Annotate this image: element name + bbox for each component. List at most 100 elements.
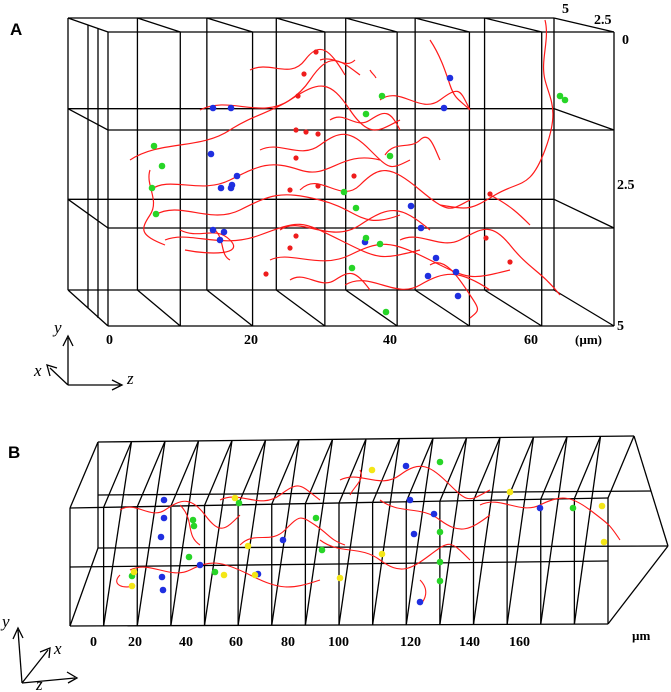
grid-line — [439, 437, 468, 502]
grid-line — [573, 436, 602, 625]
panel-b-z-tick: 60 — [229, 635, 243, 650]
panel-a-x-tick: 2.5 — [594, 13, 612, 28]
fiber — [349, 469, 362, 496]
node-yellow — [251, 571, 259, 579]
fiber — [344, 273, 491, 291]
node-green — [556, 92, 564, 100]
fiber — [289, 272, 371, 291]
fiber — [259, 133, 411, 168]
fiber — [279, 210, 431, 233]
grid-line — [345, 289, 398, 327]
grid-line — [206, 289, 253, 327]
panel-b-z-tick: 20 — [128, 635, 142, 650]
node-blue — [417, 224, 425, 232]
node-green — [185, 553, 193, 561]
panel-a-axis-z-letter: z — [126, 369, 134, 388]
panel-b-axis-y-letter: y — [0, 612, 10, 631]
fiber — [489, 194, 531, 226]
node-red — [293, 155, 299, 161]
node-blue — [159, 586, 167, 594]
fiber — [299, 170, 471, 209]
node-green — [561, 96, 569, 104]
node-red — [507, 259, 513, 265]
grid-line — [97, 490, 652, 496]
fiber — [479, 497, 621, 541]
node-blue — [157, 533, 165, 541]
node-green — [436, 577, 444, 585]
grid-line — [137, 17, 181, 33]
panel-a-x-tick: 5 — [562, 2, 569, 17]
fiber — [439, 19, 554, 209]
fiber — [319, 58, 356, 65]
node-red — [287, 187, 293, 193]
grid-line — [206, 17, 253, 33]
grid-line — [304, 439, 334, 504]
panel-a-y-tick: 5 — [617, 319, 624, 334]
grid-line — [237, 439, 267, 506]
node-green — [235, 499, 243, 507]
grid-line — [271, 439, 300, 626]
panel-a-z-tick: 20 — [244, 333, 258, 348]
panel-a-unit: (µm) — [575, 332, 602, 347]
node-blue — [452, 268, 460, 276]
fiber — [379, 90, 471, 111]
node-green — [158, 162, 166, 170]
node-green — [152, 210, 160, 218]
node-blue — [160, 514, 168, 522]
node-red — [293, 233, 299, 239]
grid-line — [276, 17, 326, 33]
grid-line — [170, 440, 200, 626]
node-red — [303, 129, 309, 135]
grid-line — [472, 437, 501, 501]
panel-b-z-tick: 140 — [459, 635, 480, 650]
node-blue — [207, 150, 215, 158]
node-green — [150, 142, 158, 150]
panel-b-nodes — [128, 458, 608, 606]
node-red — [483, 235, 489, 241]
node-blue — [158, 573, 166, 581]
node-green — [436, 528, 444, 536]
node-yellow — [368, 466, 376, 474]
grid-line — [484, 289, 543, 327]
node-green — [312, 514, 320, 522]
grid-line — [405, 437, 434, 503]
box-edge — [69, 547, 99, 627]
node-red — [295, 93, 301, 99]
node-blue — [228, 181, 236, 189]
node-blue — [406, 496, 414, 504]
node-green — [569, 504, 577, 512]
fiber — [384, 136, 441, 161]
grid-line — [237, 440, 267, 626]
node-yellow — [220, 571, 228, 579]
node-green — [382, 308, 390, 316]
grid-line — [304, 439, 334, 626]
node-yellow — [128, 582, 136, 590]
grid-line — [203, 440, 233, 506]
node-yellow — [506, 488, 514, 496]
node-blue — [227, 104, 235, 112]
grid-line — [203, 440, 233, 626]
panel-b-label: B — [8, 443, 20, 462]
panel-b-z-tick: 80 — [281, 635, 295, 650]
grid-line — [372, 438, 401, 503]
grid-line — [472, 437, 501, 625]
panel-a-axis-y-letter: y — [52, 318, 62, 337]
panel-b-box — [69, 435, 669, 627]
grid-line — [271, 439, 300, 505]
grid-line — [137, 289, 181, 327]
fiber — [399, 228, 561, 296]
grid-line — [414, 289, 470, 327]
fiber — [339, 465, 491, 500]
panel-b-axis-x-letter: x — [53, 639, 62, 658]
node-blue — [209, 104, 217, 112]
node-blue — [402, 462, 410, 470]
node-red — [315, 183, 321, 189]
panel-b-fibers — [116, 465, 621, 606]
fiber — [429, 262, 479, 319]
grid-line — [275, 289, 326, 327]
node-green — [148, 184, 156, 192]
node-green — [190, 522, 198, 530]
grid-line — [136, 441, 166, 626]
node-blue — [446, 74, 454, 82]
